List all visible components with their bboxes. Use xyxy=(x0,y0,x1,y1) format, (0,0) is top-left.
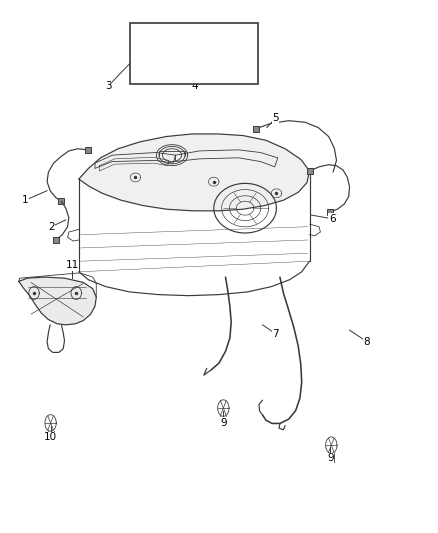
Text: 4: 4 xyxy=(192,81,198,91)
Text: 9: 9 xyxy=(220,418,226,428)
Text: 10: 10 xyxy=(44,432,57,442)
Text: 7: 7 xyxy=(272,329,279,339)
Text: 2: 2 xyxy=(48,222,55,232)
Text: 1: 1 xyxy=(22,195,28,205)
Text: 3: 3 xyxy=(105,81,111,91)
Text: 9: 9 xyxy=(327,454,334,463)
Polygon shape xyxy=(79,134,310,211)
Bar xyxy=(130,22,258,84)
Text: 5: 5 xyxy=(272,113,279,123)
Polygon shape xyxy=(19,277,96,325)
Text: 6: 6 xyxy=(329,214,336,224)
Text: 8: 8 xyxy=(364,337,370,347)
Text: 11: 11 xyxy=(66,261,79,270)
